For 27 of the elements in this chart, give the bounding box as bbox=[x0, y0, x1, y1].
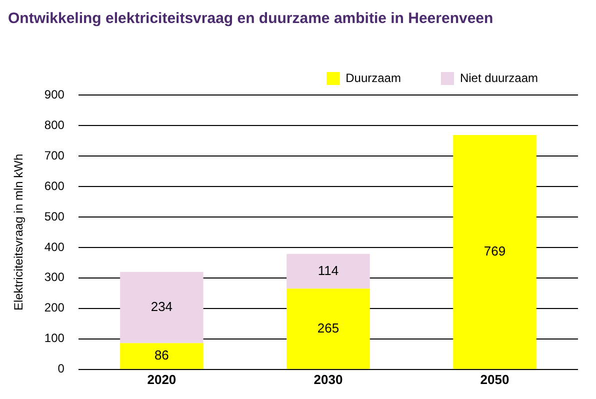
y-tick-label: 500 bbox=[44, 209, 65, 224]
bar bbox=[286, 254, 370, 289]
x-tick-label: 2050 bbox=[480, 372, 510, 387]
legend-label: Duurzaam bbox=[346, 70, 401, 85]
y-axis-title: Elektriciteitsvraag in mln kWh bbox=[12, 154, 26, 311]
data-label: 234 bbox=[150, 299, 173, 314]
bar bbox=[453, 134, 536, 369]
y-tick-label: 800 bbox=[44, 118, 65, 132]
x-tick-label: 2030 bbox=[314, 372, 343, 387]
y-tick-label: 400 bbox=[44, 240, 65, 254]
y-tick-label: 100 bbox=[44, 331, 65, 346]
y-tick-label: 0 bbox=[58, 362, 65, 376]
bar bbox=[120, 343, 204, 369]
legend-label: Niet duurzaam bbox=[460, 70, 538, 85]
y-tick-label: 300 bbox=[44, 270, 65, 284]
data-label: 86 bbox=[154, 348, 169, 363]
data-label: 265 bbox=[317, 320, 340, 336]
y-tick-label: 900 bbox=[44, 87, 65, 102]
y-tick-label: 700 bbox=[44, 148, 65, 162]
x-tick-label: 2020 bbox=[147, 372, 176, 387]
data-label: 114 bbox=[318, 262, 339, 278]
data-label: 769 bbox=[484, 244, 506, 258]
y-tick-label: 200 bbox=[44, 300, 65, 315]
bar bbox=[120, 272, 204, 344]
bar bbox=[286, 288, 370, 369]
y-tick-label: 600 bbox=[44, 178, 65, 193]
chart-title: Ontwikkeling elektriciteitsvraag en duurzame ambitie in Heerenveen bbox=[8, 10, 494, 28]
